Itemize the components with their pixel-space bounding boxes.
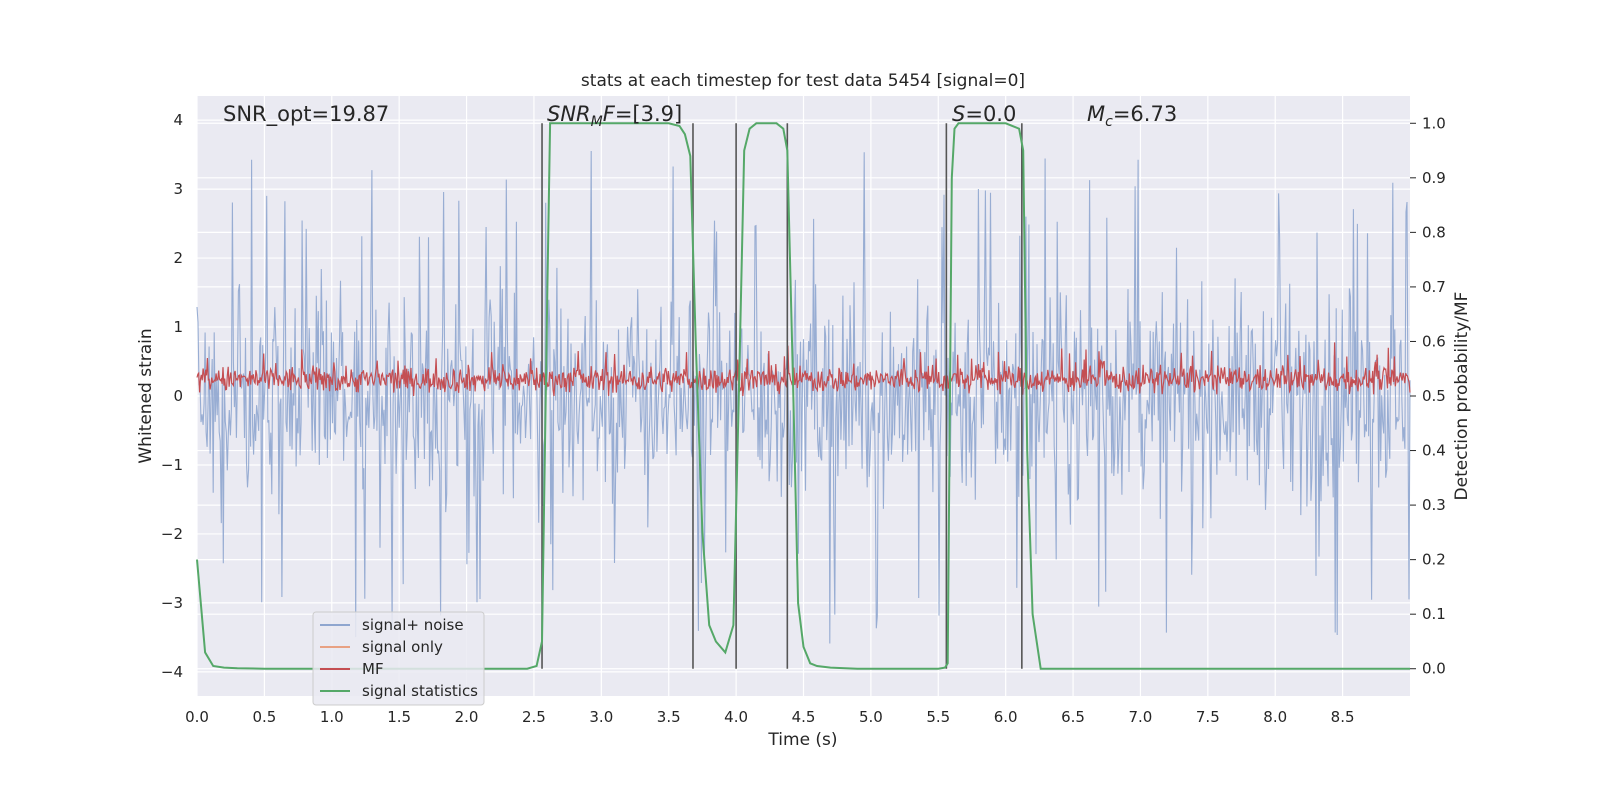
x-tick-label: 2.5 bbox=[522, 708, 546, 726]
signal-statistics-line bbox=[196, 122, 1410, 670]
x-tick-label: 5.0 bbox=[859, 708, 883, 726]
y-tick-label-right: 0.9 bbox=[1422, 169, 1446, 187]
x-tick-label: 5.5 bbox=[926, 708, 950, 726]
mf-line bbox=[196, 342, 1411, 397]
annotation-snr-mf-value: =[3.9] bbox=[615, 102, 682, 126]
legend-label-signal-statistics: signal statistics bbox=[362, 682, 478, 700]
y-tick-label-right: 0.3 bbox=[1422, 496, 1446, 514]
y-tick-label-right: 0.0 bbox=[1422, 660, 1446, 678]
vertical-markers bbox=[541, 123, 1023, 669]
x-axis-label: Time (s) bbox=[767, 730, 837, 750]
legend-label-signal-only: signal only bbox=[362, 638, 443, 656]
annotation-mc-sub: c bbox=[1105, 114, 1113, 130]
x-tick-label: 8.0 bbox=[1263, 708, 1287, 726]
annotation-snr-mf: SNRMF=[3.9] bbox=[547, 102, 682, 130]
y-tick-label-left: −2 bbox=[161, 525, 183, 543]
x-tick-label: 3.0 bbox=[589, 708, 613, 726]
annotation-mc-value: =6.73 bbox=[1113, 102, 1177, 126]
annotation-snr-opt: SNR_opt=19.87 bbox=[223, 102, 389, 127]
y-tick-label-left: 2 bbox=[173, 249, 183, 267]
annotation-mc: Mc=6.73 bbox=[1087, 102, 1177, 130]
annotation-mc-base: M bbox=[1087, 102, 1105, 126]
annotation-snr-mf-sub: M bbox=[591, 114, 603, 130]
x-tick-label: 4.0 bbox=[724, 708, 748, 726]
y-axis-label-left: Whitened strain bbox=[136, 328, 156, 463]
signal-noise-series bbox=[196, 150, 1411, 644]
y-tick-label-left: 0 bbox=[173, 387, 183, 405]
y-tick-label-right: 0.5 bbox=[1422, 387, 1446, 405]
y-axis-label-right: Detection probability/MF bbox=[1452, 292, 1472, 501]
axes: 0.0 0.5 1.0 1.5 2.0 2.5 3.0 3.5 4.0 4.5 5.0 5.5 6.0 6… bbox=[161, 111, 1446, 726]
signal-noise-line bbox=[196, 150, 1411, 644]
x-tick-label: 4.5 bbox=[792, 708, 816, 726]
x-tick-label: 6.5 bbox=[1061, 708, 1085, 726]
x-tick-label: 0.5 bbox=[252, 708, 276, 726]
y-tick-label-left: −4 bbox=[161, 663, 183, 681]
x-tick-label: 1.0 bbox=[320, 708, 344, 726]
chart-title: stats at each timestep for test data 545… bbox=[581, 71, 1025, 91]
y-tick-label-left: 1 bbox=[173, 318, 183, 336]
y-tick-label-right: 0.2 bbox=[1422, 551, 1446, 569]
x-tick-label: 3.5 bbox=[657, 708, 681, 726]
annotation-s-value: =0.0 bbox=[965, 102, 1016, 126]
x-tick-label: 2.0 bbox=[455, 708, 479, 726]
signal-statistics-series bbox=[196, 122, 1410, 670]
legend-box bbox=[312, 611, 485, 706]
x-tick-label: 0.0 bbox=[185, 708, 209, 726]
legend-label-signal-noise: signal+ noise bbox=[362, 616, 464, 634]
annotation-s-base: S bbox=[952, 102, 965, 126]
x-tick-label: 6.0 bbox=[994, 708, 1018, 726]
annotation-snr-mf-base: SNR bbox=[547, 102, 591, 126]
x-tick-label: 8.5 bbox=[1331, 708, 1355, 726]
y-tick-label-right: 0.4 bbox=[1422, 442, 1446, 460]
y-tick-label-right: 0.6 bbox=[1422, 332, 1446, 350]
y-tick-label-right: 0.8 bbox=[1422, 223, 1446, 241]
y-tick-label-right: 0.7 bbox=[1422, 278, 1446, 296]
y-tick-label-left: −1 bbox=[161, 456, 183, 474]
y-tick-label-left: 4 bbox=[173, 111, 183, 129]
annotation-s: S=0.0 bbox=[952, 102, 1016, 126]
mf-series bbox=[196, 342, 1411, 397]
x-tick-label: 1.5 bbox=[387, 708, 411, 726]
y-tick-label-right: 1.0 bbox=[1422, 114, 1446, 132]
annotation-snr-mf-mid: F bbox=[603, 102, 616, 126]
x-tick-label: 7.5 bbox=[1196, 708, 1220, 726]
y-tick-label-left: 3 bbox=[173, 180, 183, 198]
legend: signal+ noise signal only MF signal stat… bbox=[312, 611, 485, 706]
legend-label-mf: MF bbox=[362, 660, 384, 678]
x-tick-label: 7.0 bbox=[1129, 708, 1153, 726]
y-tick-label-right: 0.1 bbox=[1422, 605, 1446, 623]
y-tick-label-left: −3 bbox=[161, 594, 183, 612]
